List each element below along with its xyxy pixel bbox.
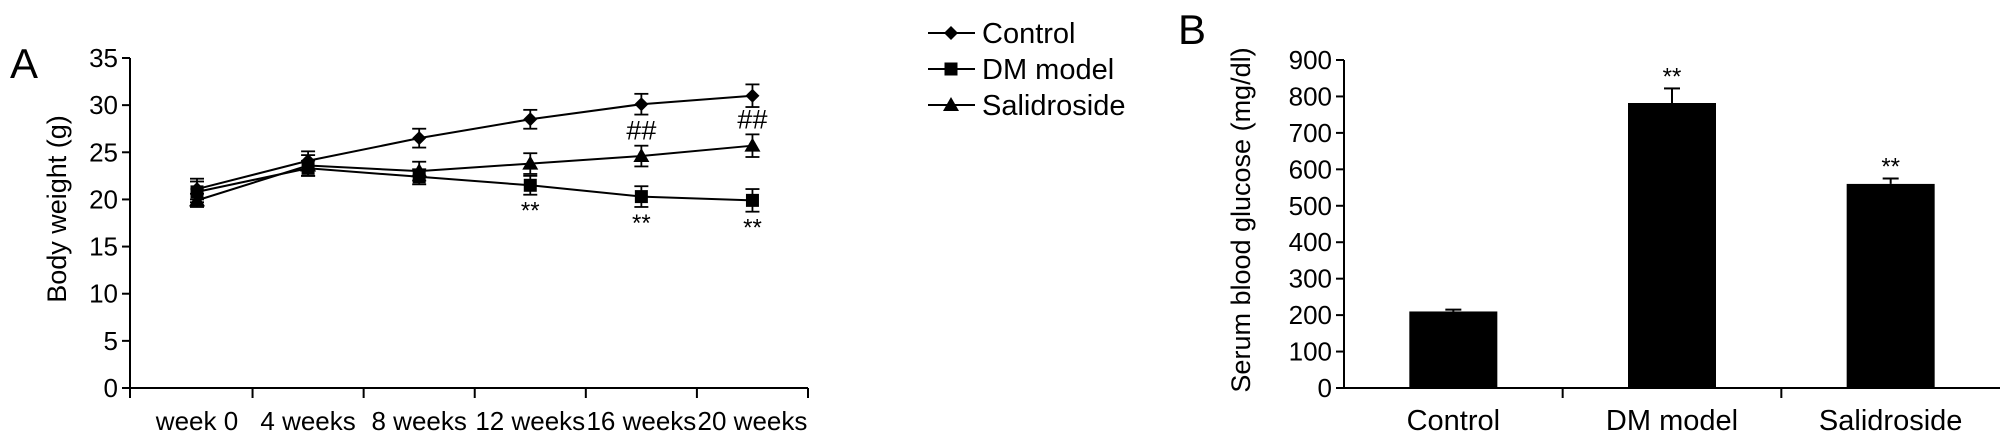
panel-a-legend-item-dm-model-swatch-marker bbox=[944, 62, 958, 76]
panel-b-bar-chart: B Serum blood glucose (mg/dl) 0 100 200 300… bbox=[1178, 6, 2000, 437]
panel-a-annotations: ** ** ** ## ## bbox=[521, 104, 768, 241]
panel-b-bars bbox=[1409, 87, 1935, 388]
panel-a-y-tick-label: 10 bbox=[89, 279, 118, 309]
panel-b-y-tick-label: 500 bbox=[1289, 191, 1332, 221]
panel-a-series-dm-model-point bbox=[745, 193, 759, 207]
panel-a-legend-item-salidroside: Salidroside bbox=[928, 90, 1125, 122]
panel-a-y-tick-label: 5 bbox=[104, 326, 118, 356]
panel-b-y-tick-label: 400 bbox=[1289, 227, 1332, 257]
panel-b-label: B bbox=[1178, 6, 1206, 53]
panel-a-x-tick-label: 16 weeks bbox=[586, 406, 696, 436]
panel-a-y-tick-label: 0 bbox=[104, 373, 118, 403]
panel-b-y-tick-label: 600 bbox=[1289, 154, 1332, 184]
panel-a-y-tick-label: 35 bbox=[89, 43, 118, 73]
panel-a-y-tick-labels: 0 5 10 15 20 25 30 35 bbox=[89, 43, 118, 403]
panel-a-series-salidroside-point bbox=[744, 137, 761, 152]
panel-a-series-salidroside-line bbox=[196, 144, 753, 202]
panel-a-series-salidroside-point bbox=[300, 157, 317, 172]
panel-a-series-control-point bbox=[634, 97, 649, 112]
panel-a-series-salidroside-point bbox=[189, 192, 205, 207]
panel-a-legend-item-control-label: Control bbox=[982, 18, 1076, 50]
panel-a-series-salidroside bbox=[189, 133, 761, 208]
panel-b-bar-control bbox=[1409, 311, 1498, 388]
panel-a-y-tick-label: 25 bbox=[89, 137, 118, 167]
panel-b-bar-control-group bbox=[1409, 308, 1498, 388]
panel-a-series-control bbox=[190, 83, 760, 201]
panel-b-significance-mark: ** bbox=[1663, 63, 1682, 90]
panel-a-x-tick-label: 8 weeks bbox=[371, 406, 466, 436]
panel-a-significance-mark: ** bbox=[632, 210, 651, 237]
panel-a-series-control-point bbox=[523, 112, 538, 127]
panel-a-y-tick-label: 15 bbox=[89, 232, 118, 262]
panel-a-series-control-point bbox=[412, 131, 427, 146]
panel-a-line-chart: A Body weight (g) 0 5 10 15 20 25 30 35 week 0 4… bbox=[10, 18, 1125, 436]
panel-a-x-tick-label: 12 weeks bbox=[475, 406, 585, 436]
panel-a-series-dm-model-line bbox=[196, 167, 753, 202]
panel-a-y-tick-label: 20 bbox=[89, 184, 118, 214]
panel-a-x-tick-label: week 0 bbox=[155, 406, 238, 436]
panel-a-axes bbox=[122, 57, 809, 398]
panel-a-legend: Control DM model Salidroside bbox=[928, 18, 1125, 122]
panel-b-y-tick-label: 0 bbox=[1318, 373, 1332, 403]
panel-a-series-control-point bbox=[745, 88, 760, 103]
panel-b-y-tick-label: 100 bbox=[1289, 337, 1332, 367]
panel-a-series-salidroside-point bbox=[411, 163, 428, 178]
panel-a-series-salidroside-point bbox=[633, 148, 650, 163]
panel-a-legend-item-control: Control bbox=[928, 18, 1076, 50]
panel-a-legend-item-control-swatch-marker bbox=[944, 26, 958, 40]
panel-b-bar-salidroside-group bbox=[1846, 177, 1935, 388]
panel-a-significance-mark: ## bbox=[737, 104, 767, 134]
panel-b-x-tick-label: Salidroside bbox=[1819, 405, 1962, 437]
panel-a-x-tick-label: 4 weeks bbox=[260, 406, 355, 436]
panel-a-series-control-line bbox=[196, 94, 753, 191]
panel-a-legend-item-salidroside-swatch-marker bbox=[943, 97, 959, 111]
panel-b-significance-mark: ** bbox=[1881, 153, 1900, 180]
panel-b-x-tick-labels: Control DM model Salidroside bbox=[1407, 405, 1963, 437]
panel-a-significance-mark: ** bbox=[743, 215, 762, 242]
panel-a-series-dm-model-point bbox=[190, 185, 204, 199]
panel-b-x-tick-label: DM model bbox=[1606, 405, 1738, 437]
panel-b-y-tick-label: 200 bbox=[1289, 300, 1332, 330]
panel-b-y-axis-label: Serum blood glucose (mg/dl) bbox=[1226, 47, 1256, 392]
panel-a-y-axis-label: Body weight (g) bbox=[42, 115, 72, 303]
panel-a-series-dm-model-point bbox=[523, 178, 537, 192]
panel-a-legend-item-dm-model: DM model bbox=[928, 54, 1114, 86]
panel-a-x-tick-label: 20 weeks bbox=[698, 406, 808, 436]
panel-a-series-salidroside-point bbox=[522, 155, 539, 170]
panel-a-significance-mark: ** bbox=[521, 198, 540, 225]
panel-a-x-tick-labels: week 0 4 weeks 8 weeks 12 weeks 16 weeks 20 w… bbox=[155, 406, 808, 436]
panel-b-y-tick-label: 900 bbox=[1289, 45, 1332, 75]
panel-a-series-group bbox=[189, 83, 761, 213]
panel-a-significance-mark: ## bbox=[626, 116, 656, 146]
panel-b-x-tick-label: Control bbox=[1407, 405, 1501, 437]
panel-a-series-dm-model-point bbox=[634, 190, 648, 204]
panel-a-legend-item-salidroside-label: Salidroside bbox=[982, 90, 1125, 122]
panel-a-legend-item-dm-model-label: DM model bbox=[982, 54, 1114, 86]
panel-b-bar-dm-model bbox=[1628, 103, 1716, 388]
panel-b-annotations: ** ** bbox=[1663, 63, 1900, 180]
panel-a-y-tick-label: 30 bbox=[89, 90, 118, 120]
panel-b-bar-salidroside bbox=[1846, 183, 1935, 388]
panel-b-bar-dm-model-group bbox=[1628, 87, 1716, 388]
panel-b-y-tick-label: 700 bbox=[1289, 118, 1332, 148]
panel-b-y-tick-labels: 0 100 200 300 400 500 600 700 800 900 bbox=[1289, 45, 1332, 403]
panel-a-label: A bbox=[10, 40, 38, 87]
panel-b-y-tick-label: 800 bbox=[1289, 81, 1332, 111]
panel-b-y-tick-label: 300 bbox=[1289, 264, 1332, 294]
